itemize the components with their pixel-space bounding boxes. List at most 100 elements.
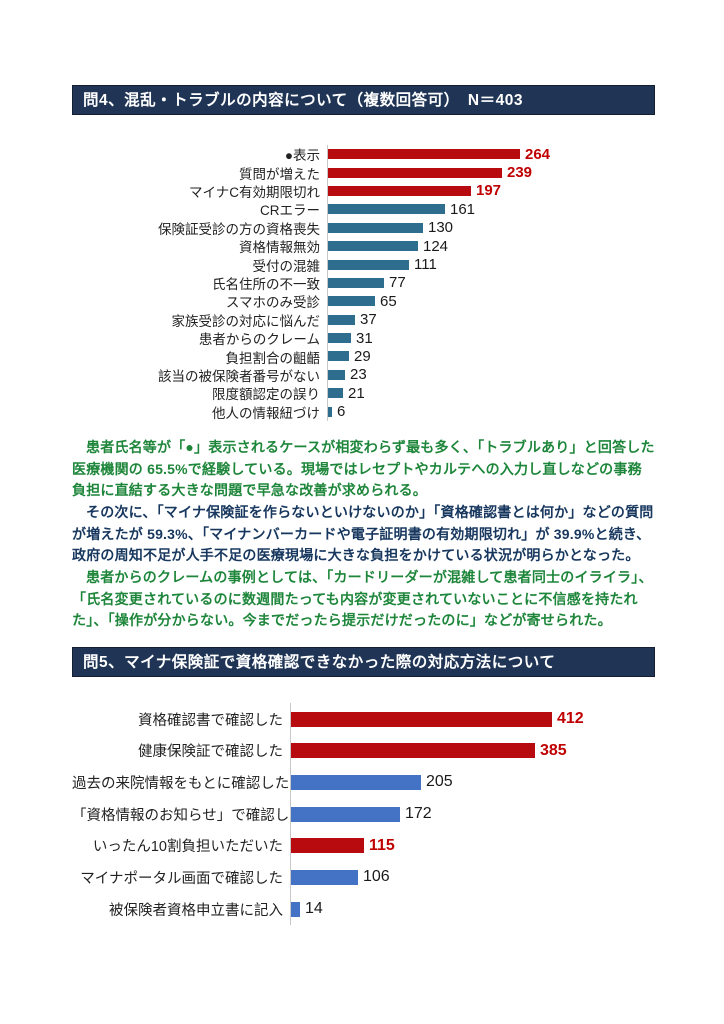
commentary-paragraph-2: その次に、「マイナ保険証を作らないといけないのか」「資格確認書とは何か」などの質… [72,503,654,564]
category-label: マイナC有効期限切れ [189,184,320,200]
bar-area: 106 [290,861,655,894]
value-label: 23 [350,366,367,384]
value-label: 124 [423,237,449,255]
chart-row: 質問が増えた 239 [72,163,655,182]
q4-bar-chart: ●表示 264 質問が増えた 239 マイナC有効期限切れ 197 CRエラー 161 保険証受… [72,145,655,421]
bar [291,901,300,917]
bar [328,204,445,215]
chart-row: 家族受診の対応に悩んだ 37 [72,310,655,329]
value-label: 115 [369,836,395,854]
chart-row: 他人の情報紐づけ 6 [72,402,655,421]
bar [328,333,351,344]
category-label: 過去の来院情報をもとに確認した [72,775,290,792]
value-label: 239 [507,164,533,182]
bar-area: 21 [327,384,655,403]
category-label: 氏名住所の不一致 [212,276,320,292]
value-label: 205 [426,773,453,791]
top-margin [72,0,655,85]
bar-area: 161 [327,200,655,219]
category-label: CRエラー [260,203,320,219]
bar-area: 37 [327,310,655,329]
bar [291,743,535,759]
chart-row: 健康保険証で確認した 385 [72,734,655,767]
category-label: 健康保険証で確認した [138,744,283,761]
category-label: 「資格情報のお知らせ」で確認した [72,807,304,824]
q5-bar-chart: 資格確認書で確認した 412 健康保険証で確認した 385 過去の来院情報をもとに確認し… [72,703,655,925]
value-label: 29 [354,347,371,365]
bar [328,314,355,325]
bar-area: 29 [327,347,655,366]
category-label: スマホのみ受診 [225,295,320,311]
category-label: 家族受診の対応に悩んだ [171,313,321,329]
bar-area: 14 [290,893,655,925]
category-label: 質問が増えた [239,166,320,182]
category-label: 患者からのクレーム [198,332,320,348]
bar-area: 130 [327,218,655,237]
chart-row: 資格確認書で確認した 412 [72,703,655,735]
bar-area: 31 [327,328,655,348]
bar-area: 172 [290,798,655,830]
chart-row: 受付の混雑 111 [72,255,655,274]
bar [291,806,400,822]
bar [328,277,384,288]
value-label: 172 [405,805,432,823]
commentary-paragraph-3: 患者からのクレームの事例としては、「カードリーダーが混雑して患者同士のイライラ」… [72,569,653,629]
value-label: 37 [360,311,377,329]
commentary-paragraph-1: 患者氏名等が「●」表示されるケースが相変わらず最も多く、「トラブルあり」と回答し… [72,438,655,499]
category-label: 資格確認書で確認した [138,712,283,729]
chart-row: マイナポータル画面で確認した 106 [72,861,655,894]
chart-row: 氏名住所の不一致 77 [72,273,655,293]
value-label: 77 [389,274,406,292]
bar-area: 197 [327,181,655,201]
question4-header: 問4、混乱・トラブルの内容について（複数回答可） N＝403 [72,85,655,115]
bar [328,406,332,417]
bar [328,241,418,252]
chart-row: 負担割合の齟齬 29 [72,347,655,366]
chart-row: マイナC有効期限切れ 197 [72,181,655,201]
value-label: 385 [540,741,567,759]
chart-row: 資格情報無効 124 [72,236,655,256]
bar [291,838,364,854]
bar-area: 385 [290,734,655,767]
bar [328,222,423,233]
value-label: 14 [305,900,323,918]
category-label: ●表示 [284,148,320,164]
bar-area: 77 [327,273,655,293]
value-label: 6 [337,403,346,421]
bar-area: 264 [327,145,655,164]
bar [291,869,358,885]
category-label: 他人の情報紐づけ [212,405,320,421]
bar [291,711,552,727]
bar-area: 6 [327,402,655,421]
value-label: 130 [428,219,454,237]
bar-area: 65 [327,292,655,311]
chart-row: いったん10割負担いただいた 115 [72,829,655,862]
chart-row: スマホのみ受診 65 [72,292,655,311]
chart-row: 患者からのクレーム 31 [72,328,655,348]
value-label: 197 [476,182,502,200]
value-label: 31 [356,329,373,347]
value-label: 412 [557,710,584,728]
bar-area: 205 [290,766,655,799]
question5-header: 問5、マイナ保険証で資格確認できなかった際の対応方法について [72,647,655,678]
bar-area: 124 [327,236,655,256]
bar [291,774,421,790]
category-label: 被保険者資格申立書に記入 [109,902,283,919]
chart-row: 限度額認定の誤り 21 [72,384,655,403]
value-label: 111 [414,256,437,274]
category-label: 該当の被保険者番号がない [158,368,320,384]
category-label: 負担割合の齟齬 [225,350,321,366]
commentary-block: 患者氏名等が「●」表示されるケースが相変わらず最も多く、「トラブルあり」と回答し… [72,437,655,632]
bar-area: 239 [327,163,655,182]
bar [328,388,343,399]
chart-row: 「資格情報のお知らせ」で確認した 172 [72,798,655,830]
bar-area: 115 [290,829,655,862]
bar [328,351,349,362]
category-label: 受付の混雑 [252,258,321,274]
bar [328,185,471,196]
category-label: いったん10割負担いただいた [92,839,283,856]
value-label: 106 [363,868,390,886]
bar [328,369,345,380]
chart-row: CRエラー 161 [72,200,655,219]
chart-row: 保険証受診の方の資格喪失 130 [72,218,655,237]
